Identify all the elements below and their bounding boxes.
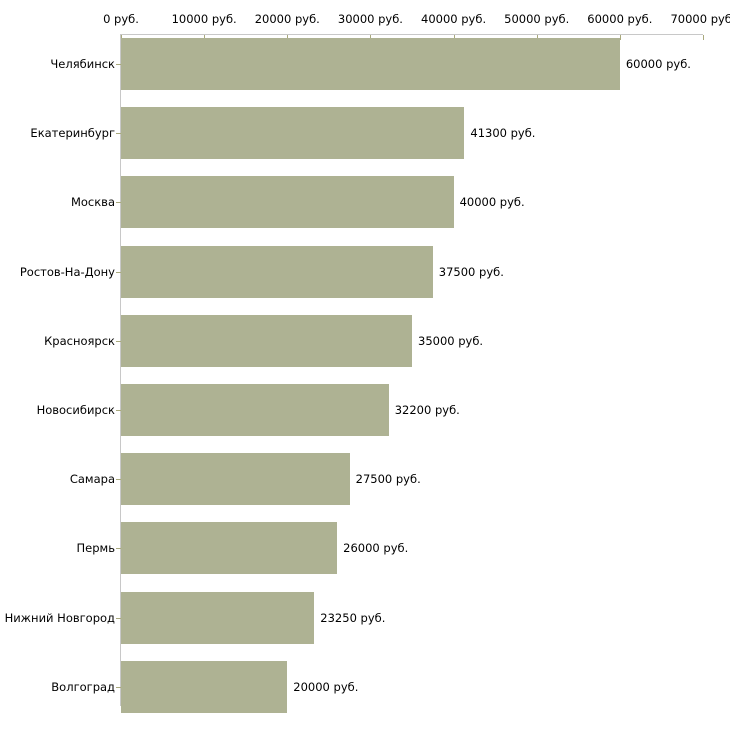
- value-axis-tick: [370, 35, 372, 40]
- category-axis-tick: [116, 687, 121, 688]
- bar-value-label: 27500 руб.: [355, 472, 421, 487]
- bar-value-label: 40000 руб.: [459, 195, 525, 210]
- category-axis-tick: [116, 133, 121, 134]
- value-axis-tick-label: 70000 руб.: [670, 12, 730, 26]
- bar-value-label: 41300 руб.: [470, 126, 536, 141]
- bar-value-label: 60000 руб.: [625, 57, 691, 71]
- value-axis-tick: [536, 35, 538, 40]
- category-axis-tick: [116, 202, 121, 203]
- value-axis-tick-label: 0 руб.: [103, 12, 139, 26]
- bar-value-label: 37500 руб.: [438, 264, 504, 279]
- category-axis-tick: [116, 548, 121, 549]
- category-label: Челябинск: [50, 57, 115, 71]
- bar: [121, 314, 412, 367]
- bar-value-label: 32200 руб.: [394, 403, 460, 417]
- bar-value-label: 35000 руб.: [418, 333, 484, 348]
- category-label: Нижний Новгород: [4, 610, 115, 625]
- value-axis-tick: [204, 35, 206, 40]
- value-axis-tick-label: 60000 руб.: [587, 12, 653, 26]
- bar-value-label: 20000 руб.: [293, 679, 359, 694]
- value-axis-tick: [619, 35, 621, 40]
- value-axis-tick-label: 20000 руб.: [254, 12, 320, 26]
- bar: [121, 591, 315, 644]
- value-axis-tick-label: 50000 руб.: [504, 12, 570, 26]
- value-axis-tick-label: 10000 руб.: [171, 12, 237, 26]
- category-axis-tick: [116, 272, 121, 273]
- bar: [121, 660, 288, 713]
- bar-value-label: 26000 руб.: [343, 541, 409, 556]
- value-axis-tick: [121, 35, 122, 40]
- value-axis-line: [121, 34, 703, 35]
- bar: [121, 384, 389, 436]
- value-axis-tick-label: 40000 руб.: [421, 12, 487, 26]
- category-axis-tick: [116, 479, 121, 480]
- category-label: Волгоград: [51, 679, 115, 694]
- bar: [121, 107, 465, 160]
- category-axis-tick: [116, 410, 121, 411]
- category-axis-tick: [116, 618, 121, 619]
- category-axis-tick: [116, 341, 121, 342]
- category-label: Москва: [70, 195, 115, 210]
- bar: [121, 38, 620, 90]
- category-label: Пермь: [76, 541, 115, 556]
- value-axis-tick: [703, 35, 704, 40]
- bar: [121, 245, 433, 298]
- category-label: Ростов-На-Дону: [19, 264, 115, 279]
- value-axis-tick: [453, 35, 455, 40]
- bar-value-label: 23250 руб.: [320, 610, 386, 625]
- category-label: Красноярск: [44, 333, 115, 348]
- value-axis-tick: [287, 35, 289, 40]
- category-label: Новосибирск: [36, 403, 115, 417]
- category-axis-tick: [116, 64, 121, 65]
- bar: [121, 522, 338, 575]
- category-label: Самара: [69, 472, 115, 487]
- bar: [121, 453, 350, 506]
- bar: [121, 176, 454, 229]
- category-axis-line: [120, 34, 121, 706]
- category-label: Екатеринбург: [30, 126, 115, 141]
- value-axis-tick-label: 30000 руб.: [337, 12, 403, 26]
